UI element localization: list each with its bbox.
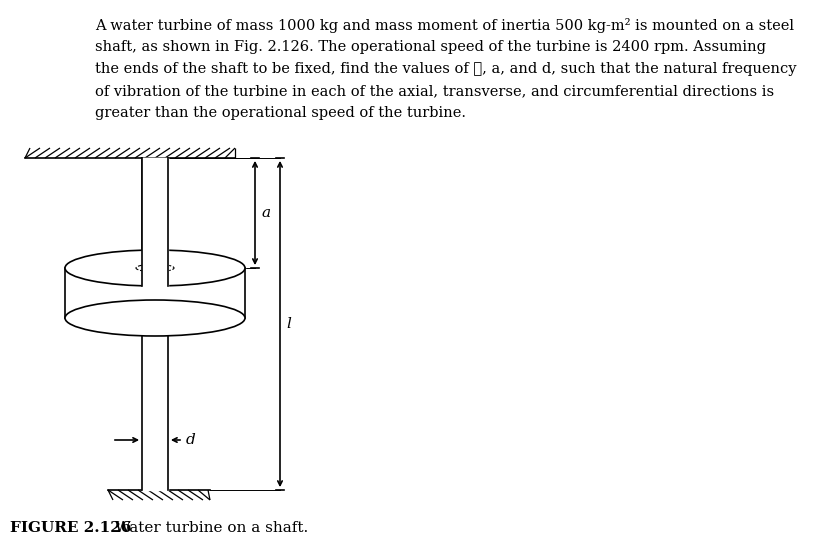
Text: of vibration of the turbine in each of the axial, transverse, and circumferentia: of vibration of the turbine in each of t…: [95, 84, 775, 98]
Text: FIGURE 2.126: FIGURE 2.126: [10, 521, 132, 535]
Text: Water turbine on a shaft.: Water turbine on a shaft.: [115, 521, 308, 535]
Ellipse shape: [65, 250, 245, 286]
Ellipse shape: [136, 264, 174, 272]
Text: d: d: [186, 433, 196, 447]
Text: greater than the operational speed of the turbine.: greater than the operational speed of th…: [95, 106, 466, 120]
Ellipse shape: [65, 300, 245, 336]
Text: a: a: [261, 206, 270, 220]
Text: A water turbine of mass 1000 kg and mass moment of inertia 500 kg-m² is mounted : A water turbine of mass 1000 kg and mass…: [95, 18, 794, 33]
Text: l: l: [286, 317, 291, 331]
Text: the ends of the shaft to be fixed, find the values of ℓ, a, and d, such that the: the ends of the shaft to be fixed, find …: [95, 62, 797, 76]
Text: shaft, as shown in Fig. 2.126. The operational speed of the turbine is 2400 rpm.: shaft, as shown in Fig. 2.126. The opera…: [95, 40, 766, 54]
